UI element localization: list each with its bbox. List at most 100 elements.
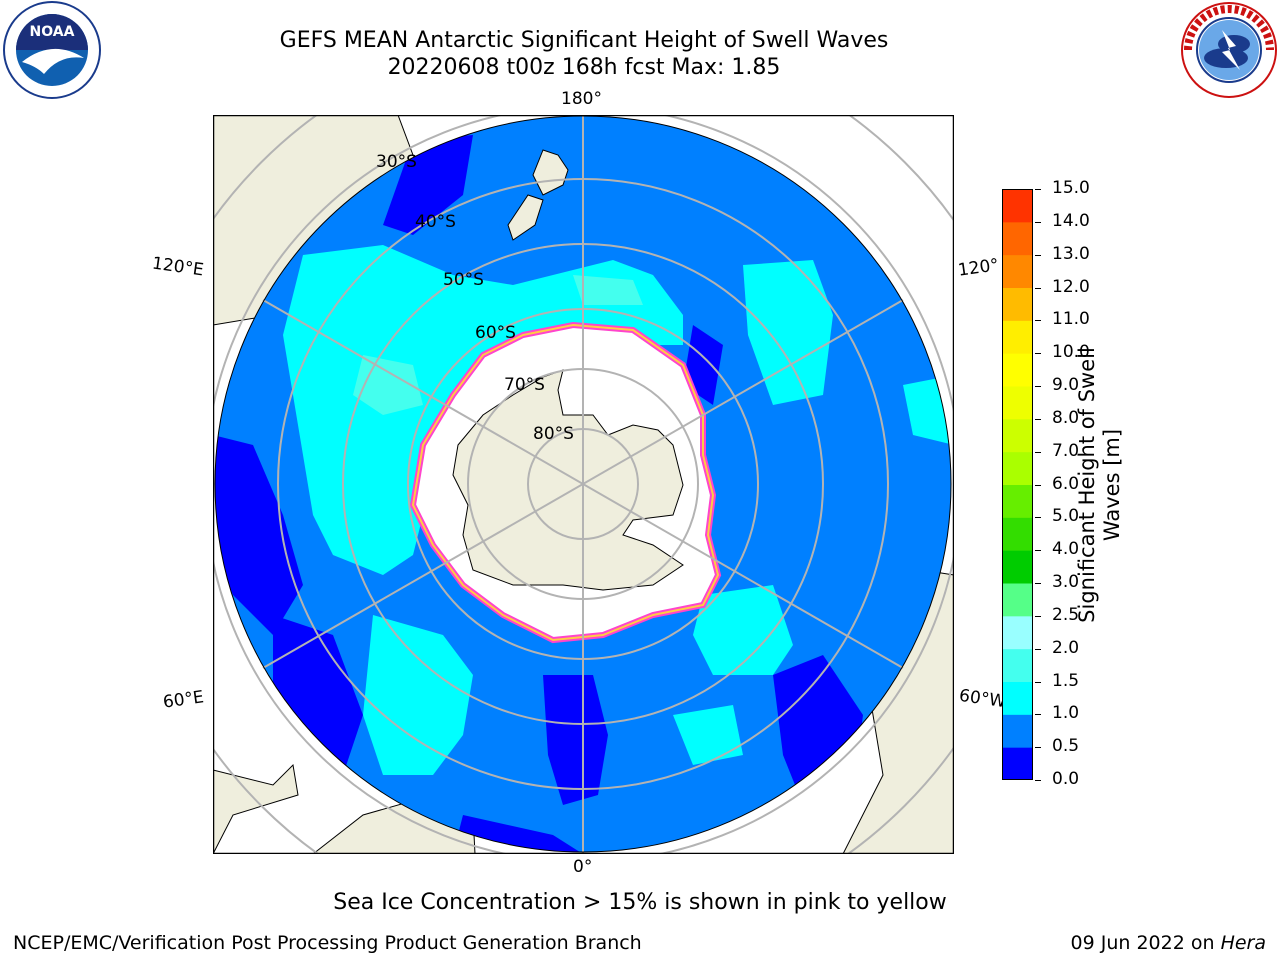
colorbar-tick-label: 2.5 — [1052, 604, 1080, 625]
colorbar-tick-label: 13.0 — [1052, 243, 1090, 264]
lon-label-180: 180° — [561, 89, 602, 109]
colorbar-swatches — [1002, 189, 1033, 781]
colorbar-tick-label: 15.0 — [1052, 178, 1090, 198]
lat-label-80s: 80°S — [533, 424, 574, 444]
date-stamp: 09 Jun 2022 on Hera — [1071, 932, 1266, 954]
sea-ice-edge-yellow — [411, 323, 720, 642]
colorbar-tick-label: 6.0 — [1052, 473, 1080, 494]
lat-label-50s: 50°S — [443, 270, 484, 290]
chart-title: GEFS MEAN Antarctic Significant Height o… — [279, 28, 889, 53]
colorbar-swatch — [1002, 451, 1033, 485]
map-panel — [212, 114, 955, 855]
colorbar-swatch — [1002, 681, 1033, 715]
colorbar-tick-label: 0.5 — [1052, 736, 1080, 757]
swell-region-mid — [363, 615, 473, 775]
colorbar-tick-mark — [1035, 681, 1041, 683]
colorbar-tick-mark — [1035, 648, 1041, 650]
swell-region-mid — [743, 260, 833, 405]
colorbar-tick-label: 12.0 — [1052, 276, 1090, 297]
colorbar-tick-mark — [1035, 451, 1041, 453]
noaa-logo: NOAA — [0, 0, 105, 100]
colorbar — [1002, 189, 1033, 781]
colorbar-tick-mark — [1035, 747, 1041, 749]
swell-region-low — [215, 435, 303, 635]
lat-label-30s: 30°S — [376, 152, 417, 172]
colorbar-swatch — [1002, 189, 1033, 223]
colorbar-swatch — [1002, 418, 1033, 453]
map-frame — [212, 114, 955, 855]
africa-land-west — [213, 763, 299, 854]
colorbar-tick-label: 0.0 — [1052, 769, 1080, 789]
swell-region-mid — [693, 585, 793, 675]
colorbar-tick-label: 1.0 — [1052, 703, 1080, 724]
swell-region-mid — [673, 705, 743, 765]
antarctica-land — [452, 369, 684, 591]
colorbar-swatch — [1002, 583, 1033, 617]
credit-text: NCEP/EMC/Verification Post Processing Pr… — [13, 932, 642, 954]
swell-region-low — [383, 135, 473, 235]
lon-label-0: 0° — [573, 857, 593, 877]
colorbar-swatch — [1002, 386, 1033, 420]
colorbar-swatch — [1002, 517, 1033, 551]
lon-label-120w: 120° — [956, 255, 1001, 281]
lat-label-40s: 40°S — [415, 212, 456, 232]
polar-map — [212, 114, 955, 855]
lon-label-60w: 60°W — [957, 685, 1008, 713]
colorbar-tick-mark — [1035, 386, 1041, 387]
colorbar-swatch — [1002, 484, 1033, 518]
colorbar-tick-mark — [1035, 287, 1041, 289]
colorbar-tick-mark — [1035, 189, 1041, 190]
colorbar-label-line1: Significant Height of Swell — [1075, 347, 1099, 623]
colorbar-swatch — [1002, 747, 1033, 781]
lon-label-60e: 60°E — [161, 687, 206, 713]
colorbar-label-line2: Waves [m] — [1100, 428, 1124, 542]
sea-ice-note: Sea Ice Concentration > 15% is shown in … — [333, 890, 947, 915]
swell-region-low — [543, 675, 608, 805]
colorbar-swatch — [1002, 648, 1033, 682]
colorbar-tick-label: 11.0 — [1052, 309, 1090, 330]
svg-text:NOAA: NOAA — [30, 24, 75, 40]
colorbar-tick-mark — [1035, 583, 1041, 584]
colorbar-swatch — [1002, 550, 1033, 584]
colorbar-tick-label: 4.0 — [1052, 539, 1080, 560]
colorbar-tick-label: 9.0 — [1052, 375, 1080, 395]
colorbar-tick-mark — [1035, 484, 1041, 486]
colorbar-tick-mark — [1035, 550, 1041, 552]
colorbar-tick-mark — [1035, 780, 1041, 781]
colorbar-swatch — [1002, 320, 1033, 354]
colorbar-tick-label: 8.0 — [1052, 407, 1080, 428]
graticule — [213, 115, 954, 854]
colorbar-tick-label: 7.0 — [1052, 440, 1080, 461]
colorbar-tick-label: 3.0 — [1052, 572, 1080, 592]
new-zealand-land — [532, 149, 569, 196]
colorbar-swatch — [1002, 287, 1033, 321]
colorbar-swatch — [1002, 615, 1033, 650]
colorbar-tick-mark — [1035, 714, 1041, 716]
date-text: 09 Jun 2022 on — [1070, 932, 1221, 954]
lat-label-60s: 60°S — [475, 323, 516, 343]
colorbar-tick-label: 5.0 — [1052, 506, 1080, 527]
swell-region-high — [573, 275, 643, 305]
new-zealand-land — [507, 194, 544, 241]
colorbar-tick-mark — [1035, 517, 1041, 519]
colorbar-ticks: 0.0 0.5 1.0 1.5 2.0 2.5 3.0 4.0 5.0 6.0 7.0 8.0 9.0 1… — [1035, 0, 1105, 960]
lon-label-120e: 120°E — [150, 253, 205, 281]
swell-region-high — [353, 355, 423, 415]
colorbar-swatch — [1002, 254, 1033, 288]
colorbar-tick-mark — [1035, 320, 1041, 322]
colorbar-tick-label: 2.0 — [1052, 637, 1080, 658]
lat-label-70s: 70°S — [504, 375, 545, 395]
colorbar-swatch — [1002, 714, 1033, 748]
colorbar-swatch — [1002, 353, 1033, 387]
colorbar-tick-label: 14.0 — [1052, 210, 1090, 231]
colorbar-swatch — [1002, 221, 1033, 256]
chart-subtitle: 20220608 t00z 168h fcst Max: 1.85 — [387, 55, 781, 80]
machine-name: Hera — [1220, 932, 1266, 954]
colorbar-frame — [1002, 189, 1033, 780]
colorbar-tick-label: 10.0 — [1052, 342, 1090, 363]
colorbar-tick-label: 1.5 — [1052, 670, 1080, 691]
colorbar-tick-mark — [1035, 418, 1041, 420]
colorbar-tick-mark — [1035, 615, 1041, 617]
colorbar-tick-mark — [1035, 254, 1041, 256]
nws-logo — [1178, 0, 1280, 100]
